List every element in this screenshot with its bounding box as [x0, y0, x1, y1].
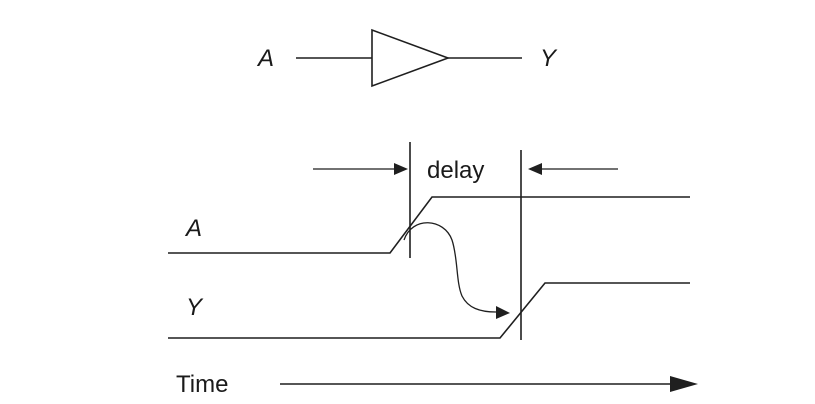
signal-a: A — [168, 196, 690, 254]
delay-left-arrowhead-icon — [394, 163, 408, 175]
buffer-input-label: A — [256, 45, 274, 72]
signal-y-label: Y — [186, 294, 204, 321]
signal-a-label: A — [184, 215, 202, 242]
buffer-schematic: A Y — [256, 28, 558, 88]
time-arrowhead-icon — [670, 376, 698, 392]
time-axis: Time — [176, 371, 698, 398]
delay-annotation: delay — [313, 157, 618, 184]
buffer-gate-symbol — [371, 28, 451, 88]
causality-curve — [403, 222, 497, 313]
signal-a-waveform — [168, 196, 690, 254]
delay-right-arrowhead-icon — [528, 163, 542, 175]
time-label: Time — [176, 371, 228, 398]
signal-y: Y — [168, 282, 690, 339]
causality-arrow — [403, 222, 510, 319]
delay-label: delay — [427, 157, 484, 184]
causality-arrowhead-icon — [496, 306, 510, 319]
signal-y-waveform — [168, 282, 690, 339]
buffer-output-label: Y — [540, 45, 558, 72]
